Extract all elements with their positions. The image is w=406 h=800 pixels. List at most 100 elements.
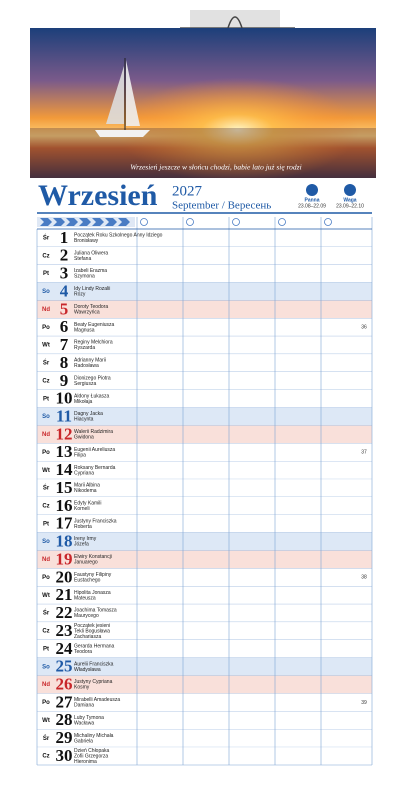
weekday: Nd xyxy=(42,682,50,688)
day-number: 12 xyxy=(56,424,73,443)
name-day: Justyny Cypriana xyxy=(74,679,113,685)
row-background xyxy=(37,639,372,658)
row-background xyxy=(37,354,372,372)
weekday: So xyxy=(42,414,50,420)
day-number: 14 xyxy=(56,460,74,479)
name-day: Zachariasza xyxy=(74,634,101,640)
name-day: Reginy Melchiora xyxy=(74,340,113,346)
weekday: Pt xyxy=(43,521,49,527)
name-day: Eustachego xyxy=(74,577,101,583)
weekday: So xyxy=(42,539,50,545)
zodiac-name: Waga xyxy=(343,197,356,203)
weekday: Śr xyxy=(43,735,50,742)
weekday: Pt xyxy=(43,396,49,402)
name-day: Sergiusza xyxy=(74,381,96,387)
name-day: Aldony Łukasza xyxy=(74,393,110,399)
day-number: 18 xyxy=(56,532,73,551)
smiley-icon xyxy=(140,218,148,226)
weekday: Cz xyxy=(42,378,49,384)
photo-caption: Wrzesień jeszcze w słońcu chodzi, babie … xyxy=(130,163,301,172)
day-number: 9 xyxy=(60,371,69,390)
month-subtitle: September / Вересень xyxy=(172,200,271,212)
week-number: 36 xyxy=(361,325,367,331)
chevron xyxy=(40,218,52,226)
name-day: Zofii Grzegorza xyxy=(74,753,108,759)
name-day: Wacława xyxy=(74,720,94,726)
name-day: Maurycego xyxy=(74,613,99,619)
day-number: 13 xyxy=(56,442,73,461)
row-background xyxy=(37,586,372,605)
name-day: Ryszarda xyxy=(74,345,95,351)
name-day: Nikodema xyxy=(74,488,97,494)
day-number: 26 xyxy=(56,675,73,694)
day-number: 8 xyxy=(60,353,69,372)
name-day: Początek Roku Szkolnego Anny Idziego xyxy=(74,233,163,239)
name-day: Beaty Eugeniusza xyxy=(74,322,115,328)
weekday: Nd xyxy=(42,307,50,313)
name-day: Hiacynta xyxy=(74,417,94,423)
name-day: Radosława xyxy=(74,363,99,369)
year: 2027 xyxy=(172,183,203,199)
row-background xyxy=(37,657,372,676)
name-day: Józefa xyxy=(74,542,89,548)
name-day: Stefana xyxy=(74,256,91,262)
name-day: Januarego xyxy=(74,560,98,566)
day-number: 15 xyxy=(56,478,73,497)
row-background xyxy=(37,514,372,533)
day-rows: Śr 1 Początek Roku Szkolnego Anny IdziegoB… xyxy=(36,217,373,766)
weekday: Po xyxy=(42,700,50,706)
row-background xyxy=(37,711,372,730)
day-number: 21 xyxy=(56,585,73,604)
weekday: Cz xyxy=(42,629,49,635)
weekday: Śr xyxy=(43,235,50,242)
name-day: Mirabelli Amadeusza xyxy=(74,697,120,703)
name-day: Dzień Chłopaka xyxy=(74,748,110,754)
name-day: Juliana Oliwera xyxy=(74,250,108,256)
name-day: Gabriela xyxy=(74,738,93,744)
row-background xyxy=(37,371,372,390)
day-number: 6 xyxy=(60,317,69,336)
day-number: 20 xyxy=(56,567,73,586)
name-day: Szymona xyxy=(74,274,95,280)
day-number: 17 xyxy=(56,514,74,533)
day-number: 7 xyxy=(60,335,69,354)
name-day: Rózy xyxy=(74,292,86,298)
day-number: 27 xyxy=(56,692,74,711)
day-number: 5 xyxy=(60,299,69,318)
weekday: Wt xyxy=(42,593,50,599)
name-day: Michaliny Michała xyxy=(74,733,114,739)
row-background xyxy=(37,497,372,515)
chevron xyxy=(79,218,91,226)
row-background xyxy=(37,264,372,283)
day-number: 3 xyxy=(60,264,69,283)
smiley-icon xyxy=(278,218,286,226)
row-background xyxy=(37,693,372,712)
weekday: Pt xyxy=(43,271,49,277)
name-day: Aurelii Franciszka xyxy=(74,661,114,667)
row-background xyxy=(37,729,372,748)
month-title: Wrzesień xyxy=(38,179,158,212)
row-background xyxy=(37,747,372,765)
name-day: Izabeli Erazma xyxy=(74,268,107,274)
row-background xyxy=(37,622,372,640)
weekday: Po xyxy=(42,325,50,331)
weekday: Śr xyxy=(43,360,50,367)
name-day: Dagny Jacka xyxy=(74,411,103,417)
row-background xyxy=(37,443,372,462)
name-day: Idy Lindy Rozalii xyxy=(74,286,110,292)
name-day: Mikołaja xyxy=(74,399,93,405)
weekday: So xyxy=(42,289,50,295)
day-number: 24 xyxy=(56,639,74,658)
name-day: Kosmy xyxy=(74,685,90,691)
weekday: Cz xyxy=(42,504,49,510)
chevron xyxy=(105,218,117,226)
name-day: Faustyny Filipiny xyxy=(74,572,112,578)
weekday: Śr xyxy=(43,485,50,492)
name-day: Damiana xyxy=(74,703,94,709)
row-background xyxy=(37,229,372,247)
day-number: 22 xyxy=(56,603,73,622)
row-background xyxy=(37,300,372,319)
name-day: Tekli Bogusława xyxy=(74,628,110,634)
week-number: 37 xyxy=(361,450,367,456)
